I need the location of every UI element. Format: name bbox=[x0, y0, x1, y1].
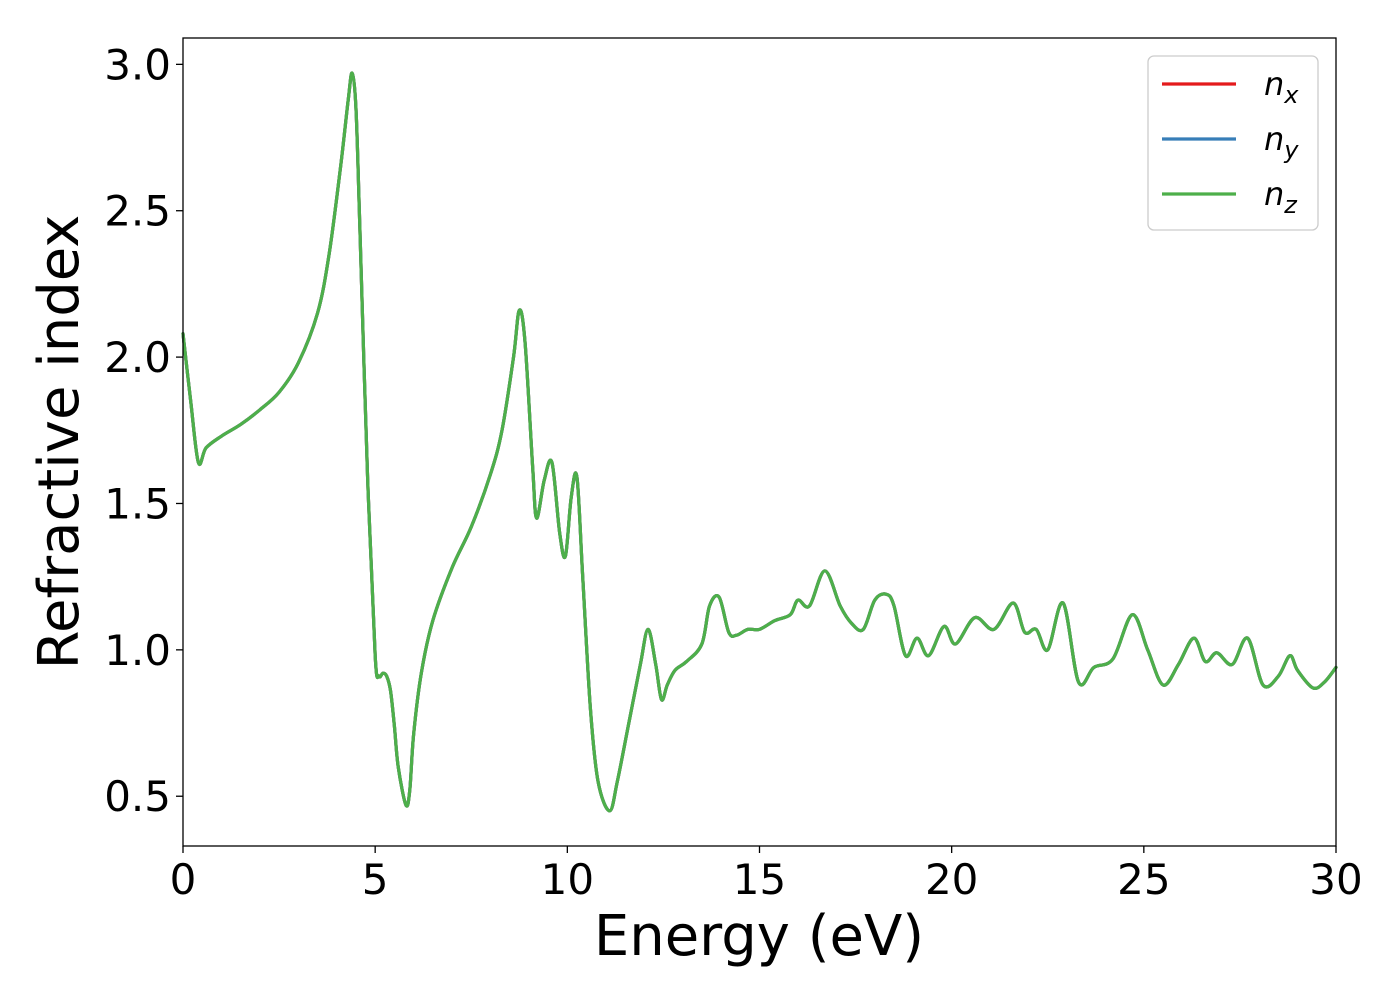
plot-area bbox=[183, 38, 1336, 846]
series-lines bbox=[181, 71, 1338, 813]
x-tick-label: 20 bbox=[925, 855, 978, 904]
y-tick-label: 1.5 bbox=[104, 479, 171, 528]
x-tick-label: 5 bbox=[362, 855, 389, 904]
legend-label-ny: ny bbox=[1264, 120, 1299, 164]
y-tick-label: 0.5 bbox=[104, 772, 171, 821]
y-tick-label: 1.0 bbox=[104, 626, 171, 675]
x-axis: 0 5 10 15 20 25 30 bbox=[170, 846, 1363, 904]
legend-label-nx: nx bbox=[1264, 65, 1299, 109]
y-tick-label: 3.0 bbox=[104, 40, 171, 89]
y-axis-title: Refractive index bbox=[27, 215, 92, 670]
y-tick-label: 2.0 bbox=[104, 333, 171, 382]
legend: nx ny nz bbox=[1147, 55, 1319, 231]
x-tick-label: 15 bbox=[733, 855, 786, 904]
y-axis: 0.5 1.0 1.5 2.0 2.5 3.0 bbox=[104, 40, 183, 821]
x-axis-title: Energy (eV) bbox=[594, 904, 924, 969]
series-line-nz bbox=[181, 71, 1338, 813]
plot-frame bbox=[182, 37, 1337, 847]
legend-label-nz: nz bbox=[1264, 175, 1298, 219]
y-tick-label: 2.5 bbox=[104, 187, 171, 236]
x-tick-label: 10 bbox=[541, 855, 594, 904]
x-tick-label: 30 bbox=[1309, 855, 1362, 904]
x-tick-label: 25 bbox=[1117, 855, 1170, 904]
x-tick-label: 0 bbox=[170, 855, 197, 904]
legend-box bbox=[1147, 55, 1319, 231]
